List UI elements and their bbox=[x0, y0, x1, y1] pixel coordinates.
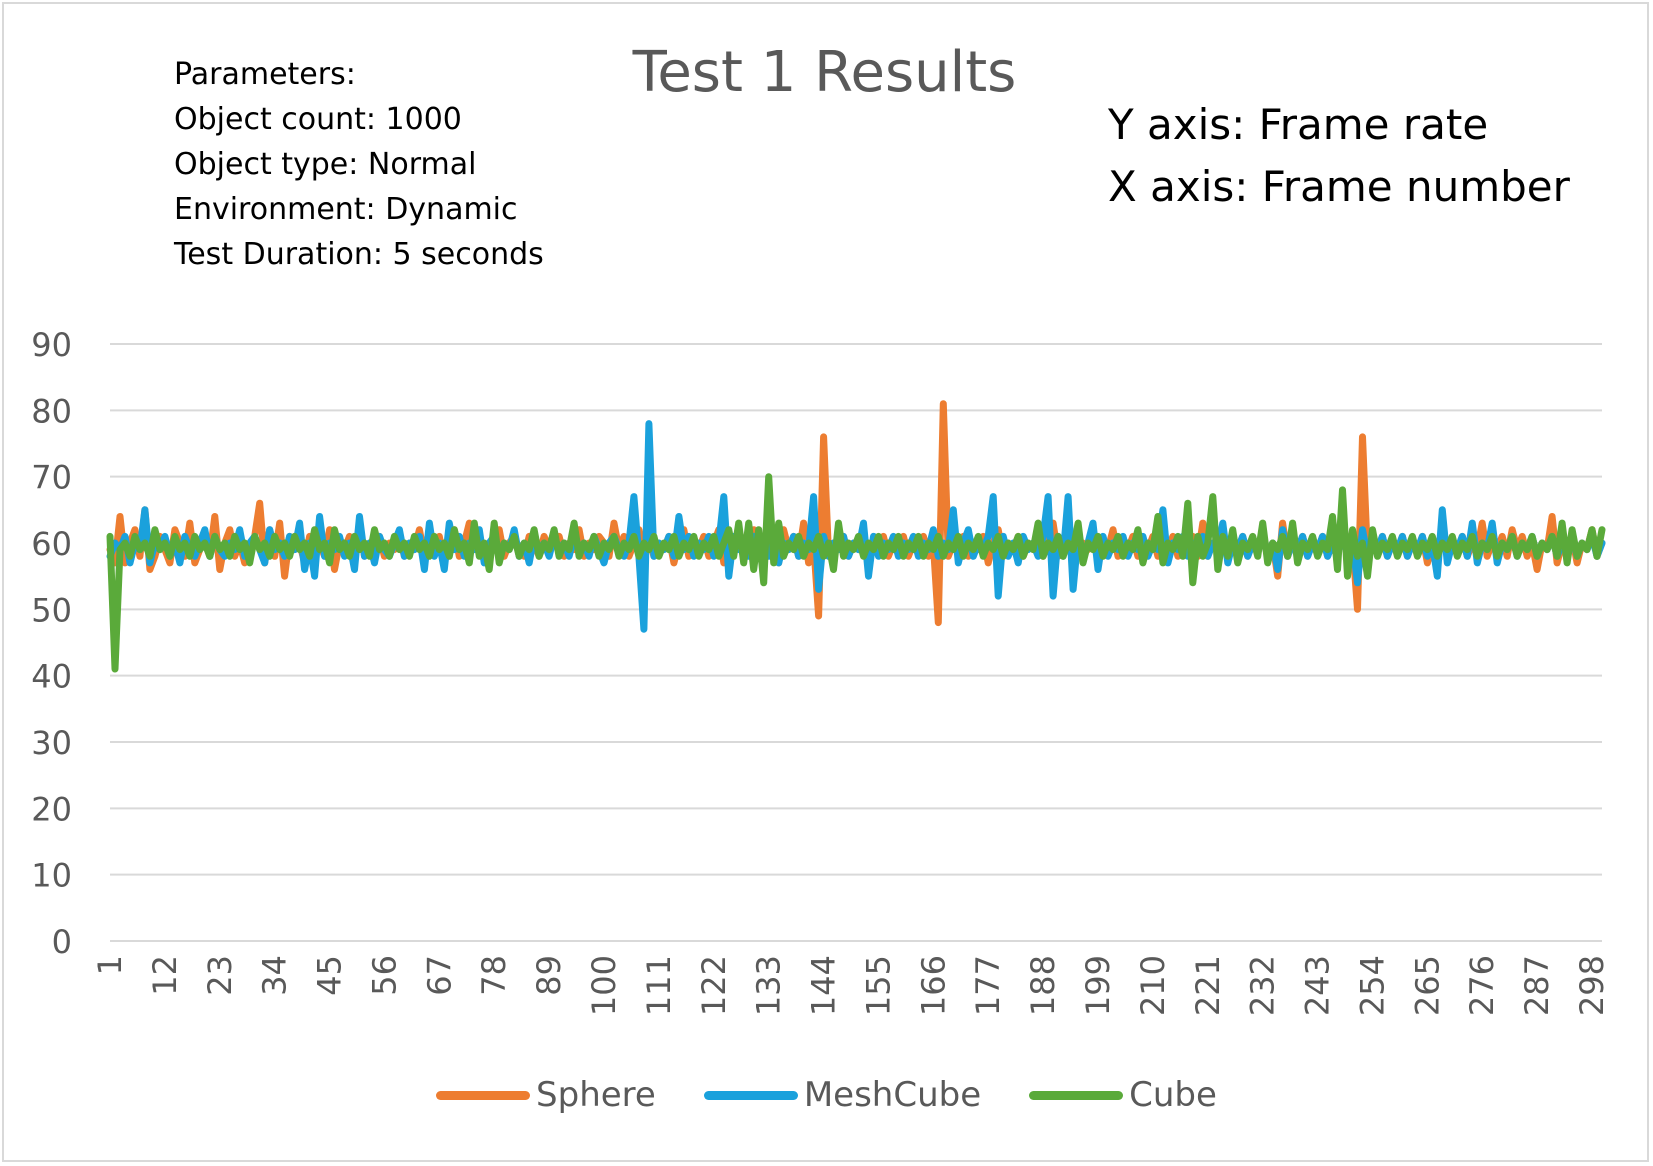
x-tick-label: 254 bbox=[1353, 955, 1391, 1016]
x-tick-label: 221 bbox=[1189, 955, 1227, 1016]
series-line-sphere bbox=[106, 400, 1606, 627]
x-tick-label: 45 bbox=[311, 955, 349, 996]
x-tick-label: 210 bbox=[1134, 955, 1172, 1016]
legend-item-sphere: Sphere bbox=[436, 1075, 656, 1115]
x-tick-label: 100 bbox=[585, 955, 623, 1016]
x-tick-label: 287 bbox=[1518, 955, 1556, 1016]
x-tick-label: 122 bbox=[695, 955, 733, 1016]
x-tick-label: 166 bbox=[914, 955, 952, 1016]
legend-swatch bbox=[436, 1090, 531, 1100]
x-tick-label: 199 bbox=[1079, 955, 1117, 1016]
x-tick-label: 111 bbox=[640, 955, 678, 1016]
y-axis-note: Y axis: Frame rate bbox=[1108, 100, 1489, 149]
x-tick-label: 23 bbox=[201, 955, 239, 996]
legend: Sphere MeshCube Cube bbox=[0, 1075, 1653, 1115]
axis-notes: Y axis: Frame rate X axis: Frame number bbox=[1108, 94, 1570, 218]
x-tick-label: 265 bbox=[1408, 955, 1446, 1016]
legend-swatch bbox=[1029, 1090, 1124, 1100]
x-tick-label: 155 bbox=[859, 955, 897, 1016]
y-tick-label: 0 bbox=[52, 923, 72, 961]
x-tick-label: 232 bbox=[1244, 955, 1282, 1016]
parameters-heading: Parameters: bbox=[174, 57, 356, 92]
parameters-block: Parameters: Object count: 1000 Object ty… bbox=[174, 52, 544, 277]
series-line-cube bbox=[106, 473, 1606, 673]
y-tick-label: 90 bbox=[31, 326, 72, 364]
legend-item-cube: Cube bbox=[1029, 1075, 1217, 1115]
x-tick-label: 144 bbox=[805, 955, 843, 1016]
object-count-text: Object count: 1000 bbox=[174, 102, 462, 137]
legend-swatch bbox=[703, 1090, 798, 1100]
y-tick-label: 80 bbox=[31, 392, 72, 430]
x-tick-label: 243 bbox=[1299, 955, 1337, 1016]
x-tick-label: 89 bbox=[530, 955, 568, 996]
x-tick-label: 67 bbox=[420, 955, 458, 996]
legend-label: Cube bbox=[1129, 1075, 1217, 1115]
x-tick-label: 188 bbox=[1024, 955, 1062, 1016]
x-tick-label: 1 bbox=[91, 955, 129, 975]
legend-item-meshcube: MeshCube bbox=[703, 1075, 982, 1115]
duration-text: Test Duration: 5 seconds bbox=[174, 237, 544, 272]
environment-text: Environment: Dynamic bbox=[174, 192, 518, 227]
x-tick-label: 12 bbox=[146, 955, 184, 996]
y-tick-label: 10 bbox=[31, 857, 72, 895]
x-axis-note: X axis: Frame number bbox=[1108, 162, 1570, 211]
x-tick-label: 56 bbox=[365, 955, 403, 996]
x-tick-label: 78 bbox=[475, 955, 513, 996]
chart-title-wrap: Test 1 Results bbox=[0, 40, 1653, 105]
y-tick-label: 40 bbox=[31, 658, 72, 696]
chart-title: Test 1 Results bbox=[632, 40, 1017, 105]
y-tick-label: 30 bbox=[31, 724, 72, 762]
object-type-text: Object type: Normal bbox=[174, 147, 477, 182]
x-tick-label: 133 bbox=[750, 955, 788, 1016]
y-tick-label: 70 bbox=[31, 459, 72, 497]
x-tick-label: 34 bbox=[256, 955, 294, 996]
x-tick-label: 276 bbox=[1463, 955, 1501, 1016]
legend-label: MeshCube bbox=[803, 1075, 982, 1115]
legend-label: Sphere bbox=[536, 1075, 656, 1115]
y-tick-label: 50 bbox=[31, 591, 72, 629]
x-tick-label: 177 bbox=[969, 955, 1007, 1016]
x-tick-label: 298 bbox=[1573, 955, 1611, 1016]
y-tick-label: 60 bbox=[31, 525, 72, 563]
y-tick-label: 20 bbox=[31, 790, 72, 828]
